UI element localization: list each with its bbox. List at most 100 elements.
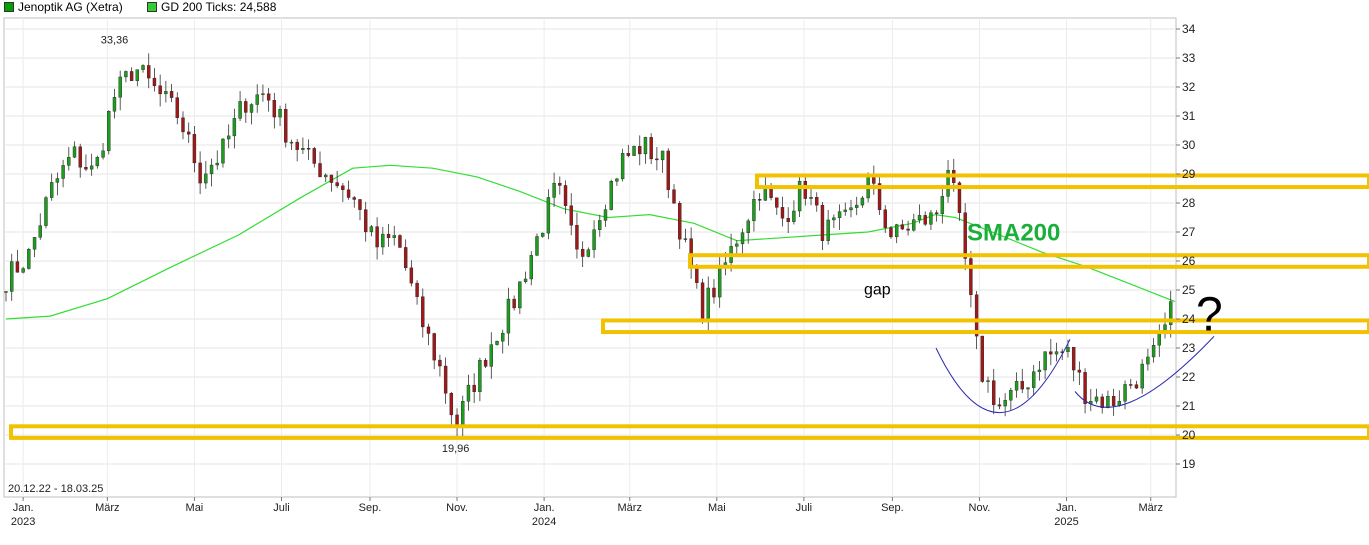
y-tick-label: 28	[1182, 196, 1196, 210]
candle-body	[432, 333, 436, 361]
candle-body	[609, 180, 613, 210]
candle-body	[341, 185, 345, 190]
candle-body	[643, 137, 648, 155]
candle-body	[249, 104, 254, 113]
candle-body	[683, 238, 688, 240]
candle-body	[284, 108, 288, 143]
candle-body	[421, 296, 425, 328]
chart-grid	[3, 17, 1177, 498]
candle-body	[598, 220, 602, 230]
candle-body	[21, 268, 25, 273]
candle-body	[638, 146, 642, 155]
candle-body	[158, 85, 162, 95]
candle-body	[575, 225, 579, 250]
resistance-band-26	[688, 253, 1369, 269]
candle-body	[1031, 371, 1036, 388]
candle-body	[626, 153, 631, 156]
candle-body	[358, 199, 362, 210]
candle-body	[472, 384, 476, 392]
candle-body	[67, 157, 71, 166]
candle-body	[1066, 347, 1070, 352]
high-value-label: 33,36	[101, 35, 129, 47]
candle-body	[900, 224, 905, 230]
candle-body	[204, 173, 208, 184]
candle-body	[717, 265, 722, 298]
y-tick-label: 26	[1182, 254, 1196, 268]
candle-body	[929, 212, 933, 225]
candle-body	[1151, 345, 1156, 358]
candle-body	[906, 228, 910, 231]
candle-body	[124, 71, 128, 78]
candle-body	[546, 197, 551, 234]
candle-body	[1146, 356, 1150, 365]
sma200-line	[5, 164, 1176, 320]
candle-body	[820, 204, 825, 241]
candle-body	[15, 261, 20, 273]
candle-body	[301, 148, 305, 150]
candle-body	[1003, 399, 1007, 407]
candle-body	[506, 298, 511, 334]
candle-body	[523, 278, 528, 282]
candle-body	[369, 226, 374, 233]
candle-body	[535, 236, 539, 256]
candle-body	[877, 183, 882, 210]
candle-body	[809, 197, 813, 199]
candle-body	[4, 291, 8, 293]
candle-body	[152, 77, 157, 86]
candle-body	[129, 71, 134, 81]
candle-body	[426, 326, 431, 334]
candle-body	[678, 203, 682, 240]
candle-body	[883, 209, 887, 228]
candle-body	[580, 248, 585, 257]
plot-area	[3, 17, 1177, 498]
candle-body	[997, 404, 1002, 407]
candle-body	[449, 393, 454, 416]
candle-body	[409, 267, 414, 284]
candle-body	[461, 401, 465, 426]
candle-body	[84, 167, 88, 170]
candle-body	[746, 220, 750, 233]
candle-body	[518, 281, 522, 309]
candle-body	[855, 204, 859, 208]
candle-body	[261, 93, 265, 95]
y-tick-label: 27	[1182, 225, 1196, 239]
candle-body	[1106, 396, 1110, 408]
x-tick-year-label: 2024	[532, 516, 556, 528]
legend-swatch-sma	[147, 2, 157, 12]
candle-body	[849, 207, 853, 211]
candle-body	[786, 218, 790, 222]
candle-body	[992, 380, 996, 405]
candle-body	[712, 287, 716, 298]
candle-body	[558, 182, 562, 186]
candle-body	[815, 197, 819, 206]
y-tick-label: 20	[1182, 428, 1196, 442]
x-tick-label: Mai	[708, 502, 726, 514]
candle-body	[917, 215, 922, 220]
candle-body	[192, 134, 197, 164]
candle-body	[438, 359, 442, 367]
candle-body	[1123, 384, 1127, 402]
candle-body	[894, 224, 899, 238]
candle-body	[329, 174, 334, 183]
candle-body	[632, 146, 636, 156]
candle-body	[1049, 351, 1053, 355]
candle-body	[1037, 369, 1042, 372]
candle-body	[49, 182, 54, 198]
candle-body	[757, 199, 762, 201]
candle-body	[843, 209, 847, 212]
candle-body	[221, 138, 225, 164]
candle-body	[181, 117, 185, 133]
candle-body	[700, 282, 705, 321]
y-tick-label: 22	[1182, 370, 1196, 384]
candle-body	[1140, 363, 1144, 389]
candle-body	[255, 94, 259, 105]
candle-body	[615, 178, 619, 182]
candle-body	[620, 153, 625, 180]
candle-body	[552, 182, 556, 198]
candle-body	[889, 227, 893, 238]
candle-body	[780, 207, 785, 219]
candle-body	[32, 237, 37, 250]
candle-body	[1020, 381, 1024, 390]
y-tick-label: 24	[1182, 312, 1196, 326]
legend-item-sma: GD 200 Ticks: 24,588	[147, 0, 276, 14]
